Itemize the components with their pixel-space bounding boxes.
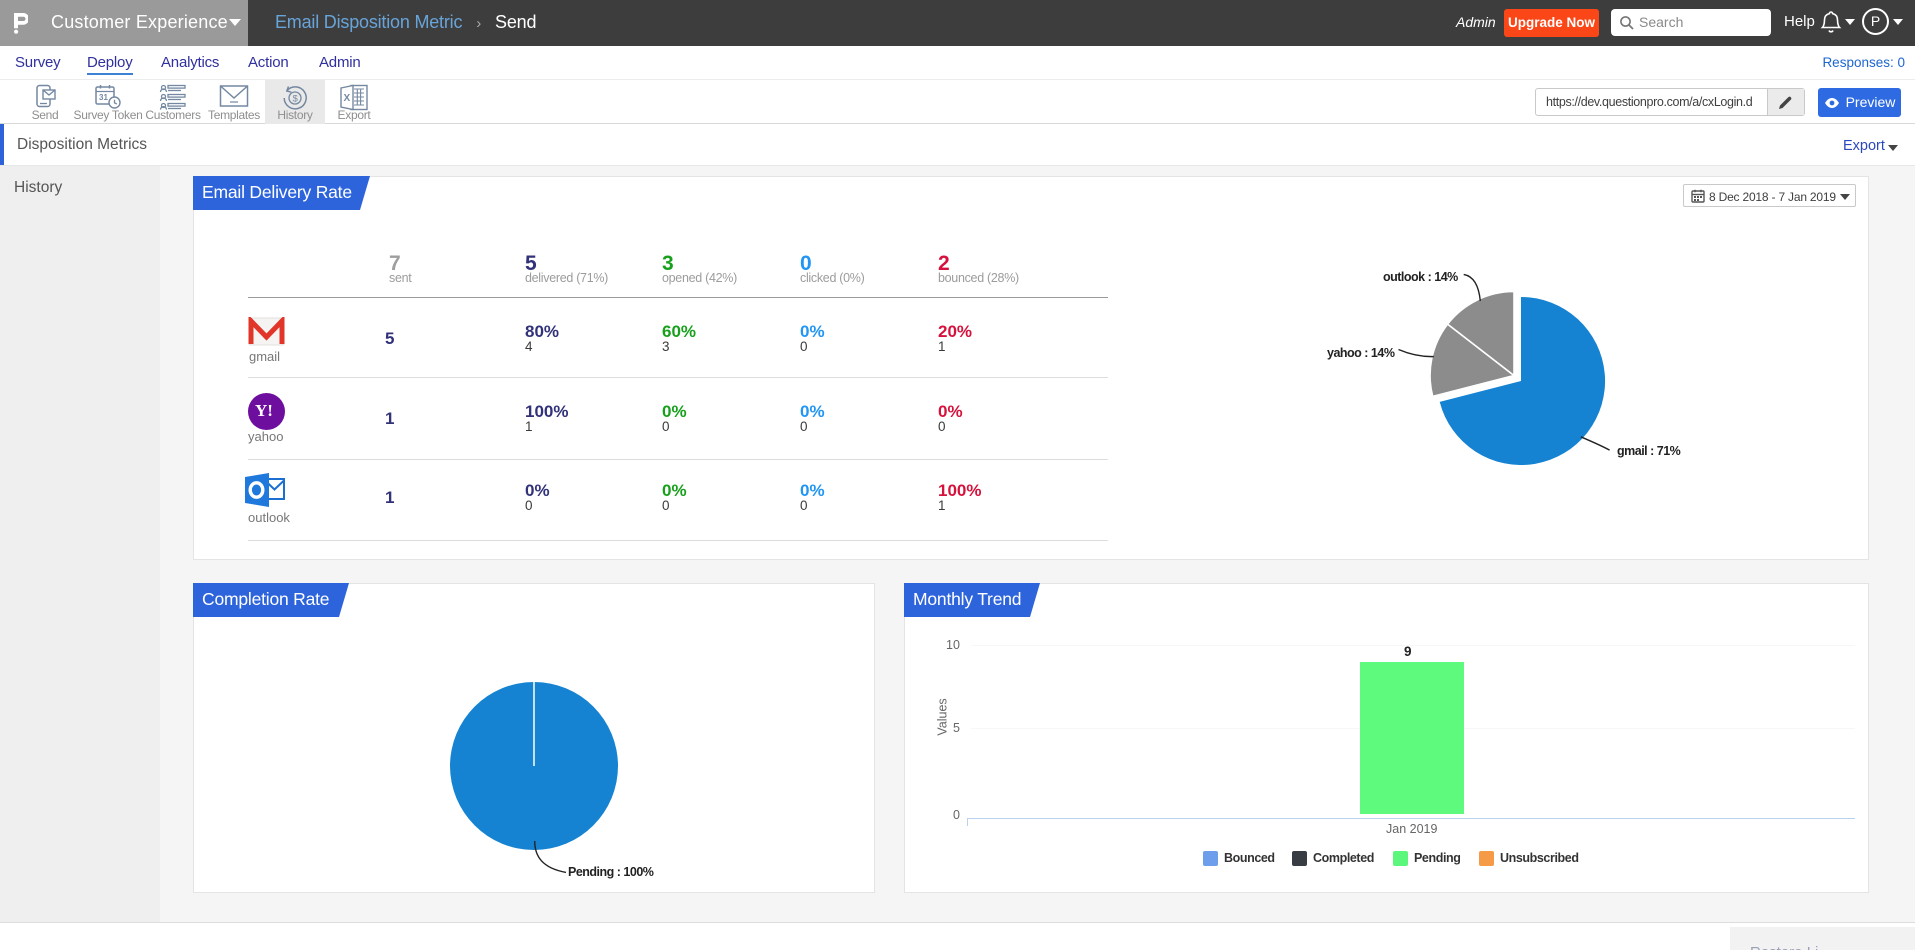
svg-text:31: 31: [99, 93, 108, 102]
svg-text:X: X: [344, 93, 351, 104]
svg-text:$: $: [293, 94, 299, 105]
